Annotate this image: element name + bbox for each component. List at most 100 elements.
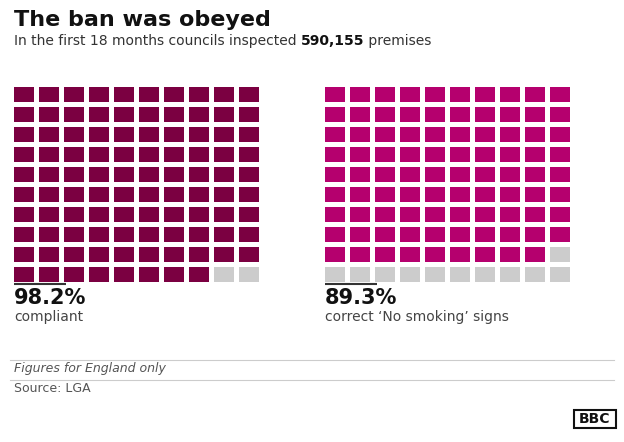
Bar bbox=[325, 107, 345, 122]
Text: 590,155: 590,155 bbox=[301, 34, 364, 48]
Bar bbox=[574, 410, 616, 428]
Bar bbox=[475, 247, 495, 262]
Bar bbox=[325, 87, 345, 102]
Bar bbox=[89, 267, 109, 282]
Bar bbox=[214, 227, 234, 242]
Bar bbox=[450, 87, 470, 102]
Bar bbox=[375, 267, 395, 282]
Text: correct ‘No smoking’ signs: correct ‘No smoking’ signs bbox=[325, 310, 509, 324]
Bar bbox=[164, 127, 184, 142]
Bar bbox=[475, 87, 495, 102]
Bar bbox=[500, 87, 520, 102]
Bar bbox=[425, 227, 445, 242]
Bar bbox=[475, 167, 495, 182]
Bar bbox=[550, 87, 570, 102]
Bar bbox=[39, 207, 59, 222]
Bar bbox=[325, 227, 345, 242]
Bar bbox=[525, 147, 545, 162]
Bar bbox=[189, 227, 209, 242]
Text: 98.2%: 98.2% bbox=[14, 288, 86, 308]
Bar bbox=[189, 207, 209, 222]
Bar bbox=[425, 87, 445, 102]
Bar bbox=[164, 207, 184, 222]
Bar bbox=[375, 87, 395, 102]
Bar bbox=[450, 247, 470, 262]
Bar bbox=[375, 147, 395, 162]
Text: BBC: BBC bbox=[579, 412, 611, 426]
Bar bbox=[139, 187, 159, 202]
Bar bbox=[64, 247, 84, 262]
Bar bbox=[214, 147, 234, 162]
Bar bbox=[14, 147, 34, 162]
Bar bbox=[325, 127, 345, 142]
Bar bbox=[139, 87, 159, 102]
Bar bbox=[164, 267, 184, 282]
Bar bbox=[189, 147, 209, 162]
Bar bbox=[375, 187, 395, 202]
Bar bbox=[189, 107, 209, 122]
Bar bbox=[450, 227, 470, 242]
Bar bbox=[64, 147, 84, 162]
Bar bbox=[139, 247, 159, 262]
Bar bbox=[214, 247, 234, 262]
Bar bbox=[89, 147, 109, 162]
Bar bbox=[425, 147, 445, 162]
Bar bbox=[39, 267, 59, 282]
Bar bbox=[39, 247, 59, 262]
Bar bbox=[425, 167, 445, 182]
Bar bbox=[525, 87, 545, 102]
Bar bbox=[475, 147, 495, 162]
Bar bbox=[89, 127, 109, 142]
Text: 89.3%: 89.3% bbox=[325, 288, 397, 308]
Bar bbox=[114, 247, 134, 262]
Bar bbox=[189, 87, 209, 102]
Bar bbox=[139, 267, 159, 282]
Bar bbox=[375, 207, 395, 222]
Bar bbox=[89, 187, 109, 202]
Bar bbox=[400, 167, 420, 182]
Bar bbox=[189, 247, 209, 262]
Bar bbox=[214, 207, 234, 222]
Bar bbox=[239, 107, 259, 122]
Bar bbox=[475, 187, 495, 202]
Bar bbox=[500, 107, 520, 122]
Bar bbox=[39, 147, 59, 162]
Bar bbox=[139, 127, 159, 142]
Bar bbox=[89, 247, 109, 262]
Bar bbox=[475, 207, 495, 222]
Bar bbox=[550, 127, 570, 142]
Bar bbox=[375, 107, 395, 122]
Bar bbox=[375, 127, 395, 142]
Bar bbox=[164, 227, 184, 242]
Bar bbox=[189, 187, 209, 202]
Bar bbox=[64, 187, 84, 202]
Bar bbox=[114, 267, 134, 282]
Bar bbox=[239, 87, 259, 102]
Bar bbox=[214, 87, 234, 102]
Bar bbox=[425, 187, 445, 202]
Bar bbox=[39, 167, 59, 182]
Bar bbox=[425, 247, 445, 262]
Bar bbox=[14, 87, 34, 102]
Bar bbox=[500, 127, 520, 142]
Bar bbox=[500, 267, 520, 282]
Bar bbox=[450, 267, 470, 282]
Bar bbox=[400, 147, 420, 162]
Bar bbox=[214, 107, 234, 122]
Bar bbox=[14, 207, 34, 222]
Bar bbox=[39, 87, 59, 102]
Bar bbox=[239, 147, 259, 162]
Bar bbox=[189, 127, 209, 142]
Bar bbox=[400, 247, 420, 262]
Bar bbox=[500, 167, 520, 182]
Bar bbox=[450, 167, 470, 182]
Bar bbox=[164, 107, 184, 122]
Bar bbox=[214, 167, 234, 182]
Bar bbox=[164, 167, 184, 182]
Bar bbox=[64, 227, 84, 242]
Bar bbox=[89, 207, 109, 222]
Bar bbox=[64, 87, 84, 102]
Bar bbox=[525, 167, 545, 182]
Bar bbox=[89, 227, 109, 242]
Bar bbox=[89, 87, 109, 102]
